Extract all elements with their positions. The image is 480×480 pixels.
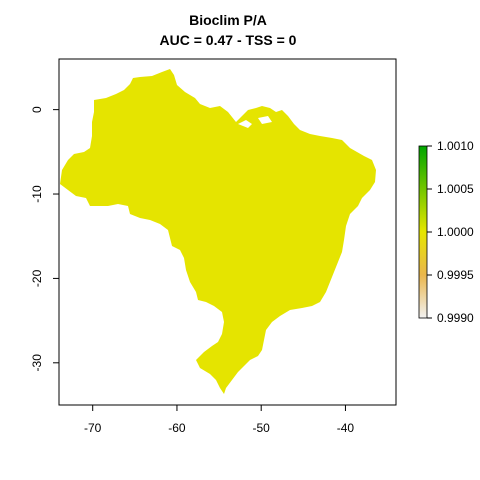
legend-tick-label: 1.0005	[437, 182, 474, 196]
river-mouth-gap	[238, 120, 252, 128]
color-legend-bar	[418, 145, 428, 319]
legend-tick-label: 0.9995	[437, 268, 474, 282]
y-tick-label: 0	[30, 106, 44, 113]
chart-subtitle: AUC = 0.47 - TSS = 0	[160, 32, 297, 48]
x-tick-label: -40	[337, 421, 355, 435]
island-gap	[258, 116, 272, 124]
legend-tick-label: 1.0010	[437, 139, 474, 153]
x-axis: -70 -60 -50 -40	[84, 405, 354, 435]
legend-tick-label: 1.0000	[437, 225, 474, 239]
y-axis: 0 -10 -20 -30	[30, 106, 59, 371]
x-tick-label: -50	[253, 421, 271, 435]
legend-tick-label: 0.9990	[437, 311, 474, 325]
plot-frame	[58, 58, 397, 406]
brazil-map-area	[60, 69, 376, 394]
y-tick-label: -30	[30, 354, 44, 372]
y-tick-label: -10	[30, 185, 44, 203]
y-tick-label: -20	[30, 269, 44, 287]
color-legend-ticks: 1.0010 1.0005 1.0000 0.9995 0.9990	[427, 139, 474, 325]
x-tick-label: -60	[168, 421, 186, 435]
x-tick-label: -70	[84, 421, 102, 435]
chart-title: Bioclim P/A	[189, 12, 267, 28]
